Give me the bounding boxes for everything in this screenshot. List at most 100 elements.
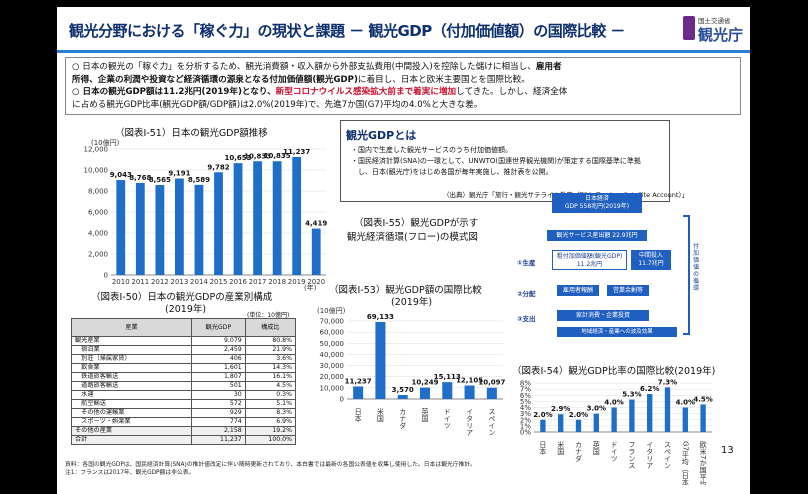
bar bbox=[135, 182, 145, 275]
x-tick-label: イタリア bbox=[466, 408, 474, 436]
bar bbox=[611, 407, 617, 432]
y-tick-label: 50,000 bbox=[320, 340, 345, 348]
flow-emp-box: 雇用者報酬 bbox=[557, 285, 599, 296]
title-bar: 観光分野における「稼ぐ力」の現状と課題 － 観光GDP（付加価値額）の国際比較 … bbox=[57, 7, 750, 53]
bar bbox=[311, 228, 321, 275]
data-label: 11,237 bbox=[283, 148, 310, 156]
x-tick-label: 英国 bbox=[421, 407, 429, 423]
table-cell-industry: スポーツ・娯楽業 bbox=[71, 417, 192, 427]
y-tick-label: 0 bbox=[104, 272, 108, 280]
bar bbox=[272, 161, 282, 275]
data-label: 8,565 bbox=[149, 176, 171, 184]
table-cell-share: 16.1% bbox=[244, 372, 297, 382]
fig51-xunit: (年) bbox=[304, 283, 317, 292]
flow-top-line1: 日本経済 bbox=[584, 195, 609, 202]
y-tick-label: 3% bbox=[520, 410, 531, 418]
x-tick-label: 2013 bbox=[170, 278, 188, 286]
summary-line1: ○ 日本の観光の「稼ぐ力」を分析するため、観光消費額・収入額から外部支払費用(中… bbox=[72, 62, 536, 72]
table-cell-share: 0.3% bbox=[244, 390, 297, 400]
data-label: 8,589 bbox=[188, 176, 210, 184]
table-cell-industry: 合計 bbox=[71, 435, 192, 445]
y-tick-label: 6% bbox=[520, 392, 531, 400]
data-label: 2.0% bbox=[533, 411, 552, 419]
x-tick-label: 2017 bbox=[249, 278, 267, 286]
data-label: 7.3% bbox=[658, 378, 677, 386]
y-tick-label: 8% bbox=[520, 380, 531, 388]
table-row: その他の産業 2,158 19.2% bbox=[71, 426, 297, 436]
table-cell-share: 6.9% bbox=[244, 417, 297, 427]
bar bbox=[464, 385, 475, 399]
fig53-chart: (10億円) 0 10,000 20,000 30,000 40,000 50,000 60… bbox=[317, 306, 505, 436]
y-tick-label: 4,000 bbox=[88, 230, 108, 238]
table-cell-share: 4.5% bbox=[244, 381, 297, 391]
data-label: 69,133 bbox=[367, 313, 394, 321]
flow-bottom-box: 地域経済・産業への波及効果 bbox=[557, 327, 677, 337]
x-tick-label: 2020 bbox=[307, 278, 325, 286]
footnotes: 資料：各国の観光GDPは、国民経済計算(SNA)の推計値改定に伴い随時更新されて… bbox=[65, 461, 476, 477]
page-number: 13 bbox=[721, 445, 734, 456]
y-tick-label: 6,000 bbox=[88, 209, 108, 217]
x-tick-label: フランス bbox=[628, 441, 636, 469]
table-cell-share: 100.0% bbox=[244, 435, 297, 445]
logo-mark-icon bbox=[683, 16, 695, 40]
table-row: 航空輸送 572 5.1% bbox=[71, 399, 297, 409]
bar bbox=[575, 419, 582, 432]
flow-top-line2: GDP 558兆円(2019年) bbox=[564, 203, 630, 210]
fig53-unit: (10億円) bbox=[317, 306, 346, 315]
bar bbox=[593, 413, 599, 432]
data-label: 4.5% bbox=[693, 395, 712, 403]
x-tick-label: イタリア bbox=[646, 441, 654, 469]
x-tick-label: カナダ bbox=[399, 408, 407, 429]
fig50-table: 産業 観光GDP 構成比 観光産業 9,079 80.8% 宿泊業 2,459 21.9… bbox=[71, 318, 297, 445]
table-cell-gdp: 1,807 bbox=[191, 372, 246, 382]
y-tick-label: 10,000 bbox=[320, 384, 345, 392]
data-label: 10,097 bbox=[478, 379, 505, 387]
x-tick-label: 日本 bbox=[539, 441, 547, 456]
y-tick-label: 1% bbox=[520, 422, 531, 430]
summary-line3: してきた。しかし、経済全体 bbox=[456, 87, 568, 97]
logo-org: 国土交通省 bbox=[698, 17, 731, 25]
table-cell-gdp: 30 bbox=[191, 390, 246, 400]
flow-gdp-box: 粗付加価値額(観光GDP) 11.2兆円 bbox=[552, 250, 627, 270]
flow-step3: ③支出 bbox=[517, 315, 536, 323]
x-tick-label: 2016 bbox=[229, 278, 247, 286]
table-cell-share: 21.9% bbox=[244, 345, 297, 355]
bar bbox=[647, 394, 653, 432]
y-tick-label: 60,000 bbox=[320, 329, 345, 337]
x-tick-label: 日本 bbox=[354, 408, 362, 423]
y-tick-label: 0% bbox=[520, 429, 531, 437]
fig54-title: （図表Ⅰ-54）観光GDP比率の国際比較(2019年) bbox=[512, 366, 716, 377]
table-row: 水運 30 0.3% bbox=[71, 390, 297, 400]
flow-mid-line2: 11.7兆円 bbox=[638, 260, 664, 267]
data-label: 9,191 bbox=[168, 169, 190, 177]
data-label: 11,237 bbox=[345, 377, 372, 385]
summary-line2-bold: 所得、企業の利潤や投資など経済循環の源泉となる付加価値額(観光GDP) bbox=[72, 74, 358, 85]
fig51-chart: (10億円) (年) 0 2,000 4,000 6,000 8,000 10,000 12… bbox=[84, 138, 328, 292]
table-cell-share: 19.2% bbox=[244, 426, 297, 436]
summary-line1-bold: 雇用者 bbox=[535, 62, 562, 72]
y-tick-label: 0 bbox=[340, 396, 344, 404]
x-tick-label: 英国 bbox=[592, 440, 600, 456]
fig54-chart: 0%1%2%3%4%5%6%7%8% 2.0% 日本 2.9% 米国 2.0% カナダ 3.0… bbox=[520, 378, 713, 485]
x-tick-label: カナダ bbox=[575, 441, 583, 462]
summary-line2: に着目し、日本と欧米主要国とを国際比較。 bbox=[357, 74, 530, 85]
flow-side-label: 付加価値の循環 bbox=[693, 243, 700, 292]
fig53-title2: (2019年) bbox=[391, 297, 433, 308]
definition-item: ・国内で生産した観光サービスのうち付加価値額。 bbox=[351, 146, 512, 154]
y-tick-label: 7% bbox=[520, 386, 531, 394]
page-title: 観光分野における「稼ぐ力」の現状と課題 － 観光GDP（付加価値額）の国際比較 … bbox=[69, 22, 625, 40]
table-row: 合計 11,237 100.0% bbox=[71, 435, 297, 445]
data-label: 15,113 bbox=[434, 373, 461, 381]
bar bbox=[540, 419, 546, 432]
data-label: 5.3% bbox=[622, 391, 641, 399]
bar bbox=[419, 387, 431, 399]
data-label: 3.0% bbox=[587, 405, 606, 413]
x-tick-label: 2015 bbox=[210, 278, 228, 286]
bar bbox=[375, 321, 386, 399]
table-cell-industry: 別荘（帰属家賃） bbox=[71, 354, 192, 364]
table-cell-gdp: 2,459 bbox=[191, 345, 246, 355]
table-cell-industry: 宿泊業 bbox=[71, 345, 192, 355]
bar bbox=[664, 387, 671, 432]
fig50-title1: （図表Ⅰ-50）日本の観光GDPの産業別構成 bbox=[91, 292, 273, 303]
flow-step2: ②分配 bbox=[517, 290, 536, 298]
